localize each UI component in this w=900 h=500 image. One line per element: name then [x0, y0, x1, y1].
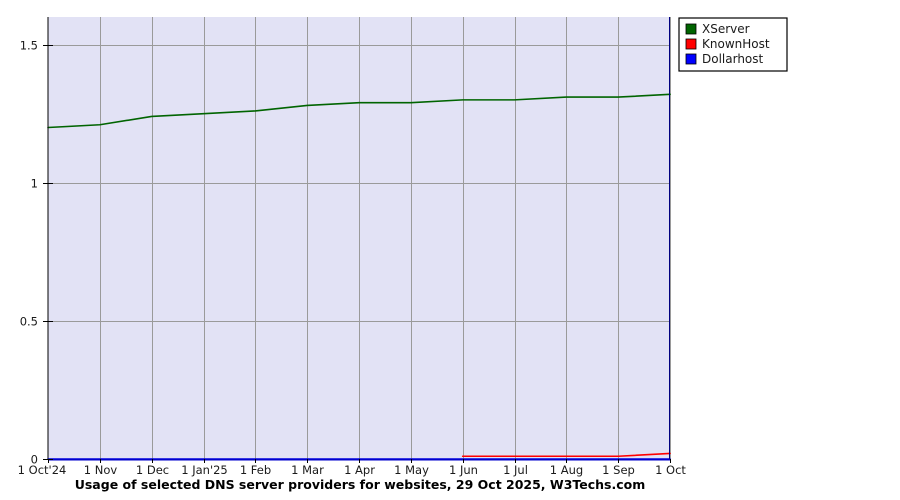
legend-swatch-dollarhost	[685, 53, 697, 65]
x-tick-label: 1 Apr	[344, 463, 375, 477]
x-tick-label: 1 Sep	[602, 463, 635, 477]
legend-swatch-xserver	[685, 23, 697, 35]
x-tick-label: 1 Dec	[136, 463, 169, 477]
x-tick-label: 1 Oct'24	[18, 463, 67, 477]
x-tick-label: 1 May	[394, 463, 429, 477]
y-tick-label: 1.5	[20, 39, 38, 53]
y-tick-label: 0.5	[20, 315, 38, 329]
legend-label-knownhost: KnownHost	[702, 37, 770, 51]
legend-label-dollarhost: Dollarhost	[702, 52, 764, 66]
x-tick-label: 1 Jul	[503, 463, 528, 477]
x-axis-ticks: 1 Oct'24 1 Nov 1 Dec 1 Jan'25 1 Feb 1 Mar 1 Ap…	[18, 459, 686, 477]
x-tick-label: 1 Jun	[449, 463, 478, 477]
series-line-xserver	[47, 93, 671, 129]
legend-label-xserver: XServer	[702, 22, 750, 36]
y-axis-ticks: 0 0.5 1 1.5	[20, 39, 53, 467]
x-tick-label: 1 Mar	[291, 463, 324, 477]
y-tick-label: 0	[31, 453, 38, 467]
chart-caption: Usage of selected DNS server providers f…	[75, 477, 646, 492]
series-line-knownhost	[461, 452, 671, 458]
x-tick-label: 1 Oct	[655, 463, 686, 477]
x-tick-label: 1 Feb	[240, 463, 271, 477]
y-tick-label: 1	[31, 177, 38, 191]
grid-lines	[48, 17, 671, 459]
x-tick-label: 1 Aug	[550, 463, 583, 477]
x-tick-label: 1 Jan'25	[181, 463, 228, 477]
legend-swatch-knownhost	[685, 38, 697, 50]
x-tick-label: 1 Nov	[84, 463, 118, 477]
legend-box	[678, 17, 788, 72]
